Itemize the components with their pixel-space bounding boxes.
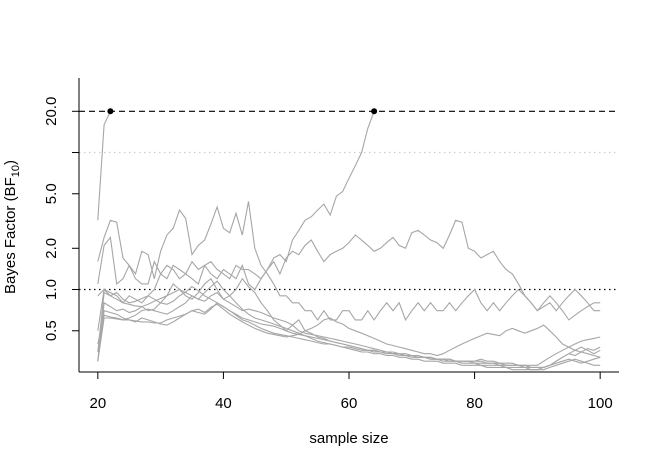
y-axis-title-close: ) — [2, 160, 19, 165]
y-tick-label-1: 1.0 — [43, 279, 60, 300]
x-tick-label-60: 60 — [341, 395, 358, 412]
x-tick-label-40: 40 — [215, 395, 232, 412]
x-tick-label-80: 80 — [466, 395, 483, 412]
reference-lines — [79, 110, 619, 291]
y-tick-label-4: 20.0 — [43, 97, 60, 126]
stopping-points — [107, 108, 378, 115]
axes: 20 40 60 80 100 0.5 1.0 2.0 5.0 20.0 — [43, 78, 619, 412]
x-axis-title: sample size — [309, 430, 388, 447]
y-axis-title-subscript: 10 — [10, 165, 22, 177]
y-axis-title: Bayes Factor (BF10) — [2, 160, 22, 294]
series-line-4 — [97, 219, 601, 312]
stopping-point-2 — [371, 108, 378, 115]
x-tick-label-100: 100 — [588, 395, 613, 412]
y-axis-title-main: Bayes Factor (BF — [2, 177, 19, 294]
series-line-6 — [97, 291, 601, 368]
series-line-2 — [97, 111, 375, 285]
series-line-1 — [97, 111, 111, 221]
series-line-3 — [97, 201, 601, 322]
stopping-point-1 — [107, 108, 114, 115]
series-layer — [97, 111, 601, 371]
series-line-10 — [97, 285, 601, 371]
y-tick-label-0: 0.5 — [43, 320, 60, 341]
y-tick-label-2: 2.0 — [43, 238, 60, 259]
series-line-9 — [97, 280, 601, 371]
y-tick-label-3: 5.0 — [43, 183, 60, 204]
series-line-8 — [97, 303, 601, 362]
x-tick-label-20: 20 — [89, 395, 106, 412]
series-line-7 — [97, 302, 601, 368]
